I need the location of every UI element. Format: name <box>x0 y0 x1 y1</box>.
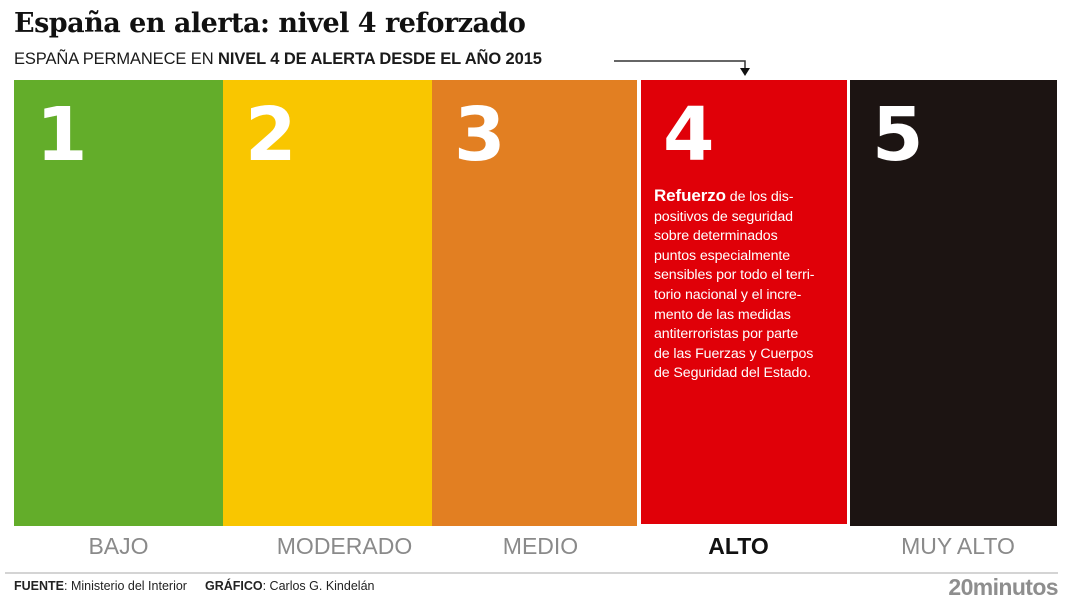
description-bold: Refuerzo <box>654 186 726 205</box>
description-line: torio nacional y el incre- <box>654 286 802 303</box>
level-panel-3: 3 <box>432 80 637 526</box>
level-number: 3 <box>454 92 506 178</box>
pointer-arrow-icon <box>614 60 750 76</box>
description-line: puntos especialmente <box>654 247 791 264</box>
description-line: mento de las medidas <box>654 306 791 323</box>
level-label-alto: ALTO <box>708 533 769 559</box>
level-number: 4 <box>663 92 715 178</box>
brand-logo: 20minutos <box>948 574 1058 600</box>
description-line: sobre determinados <box>654 228 778 245</box>
level-number: 2 <box>245 92 297 178</box>
level-panel-4: 4 Refuerzo de los dis-positivos de segur… <box>641 80 847 524</box>
page-title: España en alerta: nivel 4 reforzado <box>14 8 526 39</box>
source-label: FUENTE <box>14 579 64 593</box>
source-value: : Ministerio del Interior <box>64 579 187 593</box>
description-line: de los dis- <box>725 189 794 205</box>
level-number: 1 <box>36 92 88 178</box>
level-label-moderado: MODERADO <box>276 533 413 559</box>
subtitle-prefix: ESPAÑA PERMANECE EN <box>14 50 219 68</box>
description-line: sensibles por todo el terri- <box>654 267 815 284</box>
level-number: 5 <box>872 92 924 178</box>
level-panel-1: 1 <box>14 80 223 526</box>
description-line: antiterroristas por parte <box>654 326 799 343</box>
graphic-value: : Carlos G. Kindelán <box>262 579 375 593</box>
footer-divider <box>5 572 1058 574</box>
level-panel-2: 2 <box>223 80 432 526</box>
description-line: de las Fuerzas y Cuerpos <box>654 345 814 362</box>
level-panel-5: 5 <box>850 80 1057 526</box>
level-label-bajo: BAJO <box>88 533 149 559</box>
level-label-muy-alto: MUY ALTO <box>901 533 1015 559</box>
level-label-medio: MEDIO <box>502 533 579 559</box>
subtitle-bold: NIVEL 4 DE ALERTA DESDE EL AÑO 2015 <box>218 50 542 68</box>
arrow-head <box>740 68 750 76</box>
footer-credits: FUENTE: Ministerio del Interior GRÁFICO: … <box>14 579 374 593</box>
description-line: de Seguridad del Estado. <box>654 365 811 382</box>
graphic-label: GRÁFICO <box>204 579 263 593</box>
description-line: positivos de seguridad <box>654 208 793 225</box>
subtitle: ESPAÑA PERMANECE EN NIVEL 4 DE ALERTA DE… <box>14 50 542 69</box>
arrow-line <box>614 60 746 70</box>
level-4-description: Refuerzo de los dis-positivos de segurid… <box>654 186 834 384</box>
